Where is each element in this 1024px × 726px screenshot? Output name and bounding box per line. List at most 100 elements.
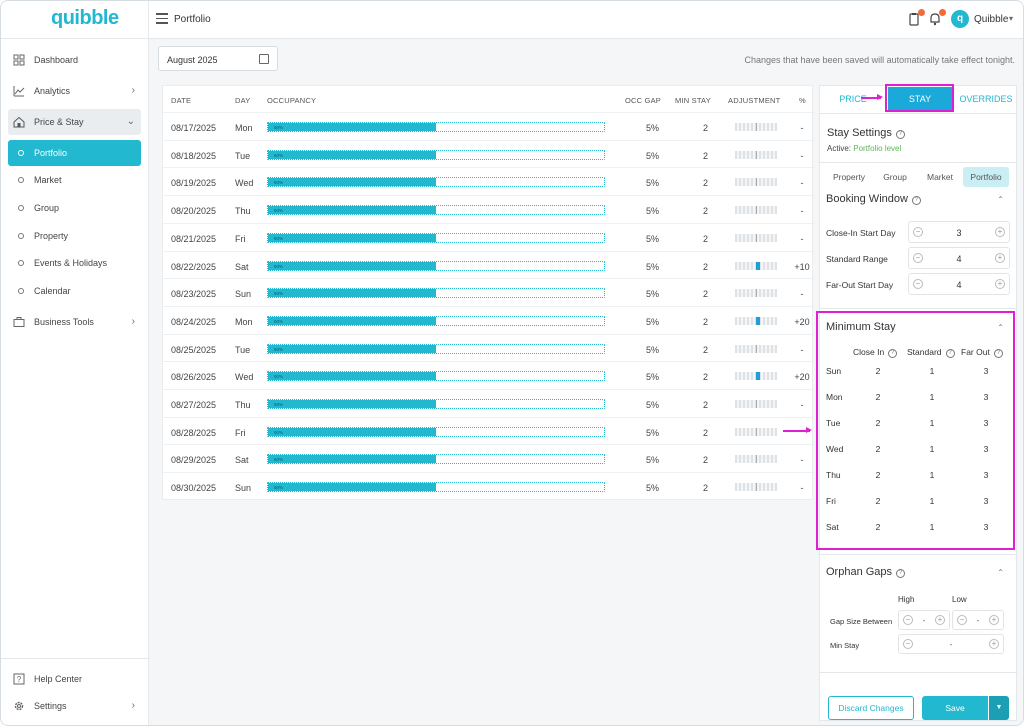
- chevron-down-icon[interactable]: ▾: [1009, 14, 1014, 23]
- plus-icon[interactable]: +: [989, 639, 999, 649]
- help-icon[interactable]: ?: [895, 130, 905, 139]
- help-icon[interactable]: ?: [896, 569, 906, 578]
- adjustment-slider[interactable]: [735, 427, 777, 436]
- min-stay-value[interactable]: 1: [929, 470, 935, 480]
- sidebar-item-price-stay[interactable]: Price & Stay ⌄: [8, 109, 141, 135]
- min-stay-value[interactable]: 1: [929, 522, 935, 532]
- table-row[interactable]: 08/20/2025 Thu 50% 5% 2 -: [163, 195, 814, 223]
- min-stay-value[interactable]: 3: [983, 418, 989, 428]
- tab-price[interactable]: PRICE: [839, 94, 867, 104]
- stepper-value[interactable]: -: [949, 640, 953, 649]
- table-row[interactable]: 08/23/2025 Sun 50% 5% 2 -: [163, 278, 814, 306]
- table-row[interactable]: 08/27/2025 Thu 50% 5% 2 -: [163, 389, 814, 417]
- sidebar-item-business-tools[interactable]: Business Tools ›: [8, 309, 141, 335]
- minus-icon[interactable]: −: [913, 253, 923, 263]
- gap-size-high-stepper[interactable]: − - +: [898, 610, 950, 630]
- stepper-value[interactable]: 3: [956, 228, 962, 238]
- min-stay-value[interactable]: 2: [875, 522, 881, 532]
- table-row[interactable]: 08/24/2025 Mon 50% 5% 2 +20: [163, 305, 814, 334]
- help-icon[interactable]: ?: [911, 196, 921, 205]
- min-stay-value[interactable]: 2: [875, 470, 881, 480]
- stepper-value[interactable]: -: [976, 616, 980, 625]
- standard-range-stepper[interactable]: − 4 +: [908, 247, 1010, 269]
- min-stay-value[interactable]: 1: [929, 444, 935, 454]
- adjustment-slider[interactable]: [735, 123, 777, 131]
- min-stay-value[interactable]: 3: [983, 496, 989, 506]
- slider-handle[interactable]: [756, 316, 760, 325]
- minus-icon[interactable]: −: [957, 615, 967, 625]
- min-stay-value[interactable]: 3: [983, 366, 989, 376]
- min-stay-value[interactable]: 2: [875, 418, 881, 428]
- min-stay-value[interactable]: 1: [929, 366, 935, 376]
- sidebar-item-events-holidays[interactable]: Events & Holidays: [8, 250, 141, 276]
- plus-icon[interactable]: +: [995, 279, 1005, 289]
- level-tab-market[interactable]: Market: [927, 172, 953, 182]
- adjustment-slider[interactable]: [735, 289, 777, 298]
- tab-stay[interactable]: STAY: [888, 87, 952, 111]
- min-stay-value[interactable]: 1: [929, 418, 935, 428]
- min-stay-value[interactable]: 2: [875, 444, 881, 454]
- sidebar-item-portfolio[interactable]: Portfolio: [8, 140, 141, 166]
- min-stay-value[interactable]: 3: [983, 444, 989, 454]
- sidebar-item-calendar[interactable]: Calendar: [8, 278, 141, 304]
- close-in-start-day-stepper[interactable]: − 3 +: [908, 221, 1010, 243]
- plus-icon[interactable]: +: [995, 227, 1005, 237]
- slider-handle[interactable]: [756, 372, 760, 381]
- adjustment-slider[interactable]: [735, 150, 777, 159]
- plus-icon[interactable]: +: [935, 615, 945, 625]
- adjustment-slider[interactable]: [735, 233, 777, 242]
- plus-icon[interactable]: +: [995, 253, 1005, 263]
- table-row[interactable]: 08/25/2025 Tue 50% 5% 2 -: [163, 333, 814, 362]
- adjustment-slider[interactable]: [735, 344, 777, 353]
- sidebar-item-help-center[interactable]: ? Help Center: [8, 666, 141, 692]
- minus-icon[interactable]: −: [903, 615, 913, 625]
- adjustment-slider[interactable]: [735, 178, 777, 187]
- stepper-value[interactable]: 4: [956, 280, 962, 290]
- minus-icon[interactable]: −: [903, 639, 913, 649]
- sidebar-item-dashboard[interactable]: Dashboard: [8, 47, 141, 73]
- gap-size-low-stepper[interactable]: − - +: [952, 610, 1004, 630]
- adjustment-slider[interactable]: [735, 372, 777, 381]
- sidebar-item-group[interactable]: Group: [8, 195, 141, 221]
- sidebar-item-analytics[interactable]: Analytics ›: [8, 78, 141, 104]
- discard-changes-button[interactable]: Discard Changes: [828, 696, 914, 720]
- user-menu[interactable]: Quibble: [974, 14, 1009, 25]
- stepper-value[interactable]: 4: [956, 254, 962, 264]
- adjustment-slider[interactable]: [735, 316, 777, 325]
- table-row[interactable]: 08/29/2025 Sat 50% 5% 2 -: [163, 444, 814, 472]
- level-tab-property[interactable]: Property: [832, 172, 866, 182]
- table-row[interactable]: 08/21/2025 Fri 50% 5% 2 -: [163, 222, 814, 251]
- sidebar-item-settings[interactable]: Settings ›: [8, 693, 141, 719]
- minus-icon[interactable]: −: [913, 279, 923, 289]
- far-out-start-day-stepper[interactable]: − 4 +: [908, 273, 1010, 295]
- clipboard-icon[interactable]: [907, 9, 925, 26]
- table-row[interactable]: 08/19/2025 Wed 50% 5% 2 -: [163, 167, 814, 195]
- help-icon[interactable]: ?: [945, 349, 955, 358]
- min-stay-value[interactable]: 1: [929, 496, 935, 506]
- tab-overrides[interactable]: OVERRIDES: [959, 94, 1013, 104]
- chevron-up-icon[interactable]: ⌃: [997, 323, 1004, 332]
- stepper-value[interactable]: -: [922, 616, 926, 625]
- table-row[interactable]: 08/18/2025 Tue 50% 5% 2 -: [163, 139, 814, 168]
- menu-collapse-icon[interactable]: [156, 13, 168, 25]
- level-tab-portfolio[interactable]: Portfolio: [963, 167, 1009, 187]
- table-row[interactable]: 08/28/2025 Fri 50% 5% 2: [163, 416, 814, 445]
- table-row[interactable]: 08/26/2025 Wed 50% 5% 2 +20: [163, 361, 814, 389]
- min-stay-value[interactable]: 2: [875, 366, 881, 376]
- quibble-logo[interactable]: quibble: [51, 7, 119, 29]
- chevron-up-icon[interactable]: ⌃: [997, 195, 1004, 204]
- adjustment-slider[interactable]: [735, 206, 777, 215]
- min-stay-value[interactable]: 1: [929, 392, 935, 402]
- minus-icon[interactable]: −: [913, 227, 923, 237]
- avatar[interactable]: q: [951, 10, 969, 28]
- slider-handle[interactable]: [756, 261, 760, 270]
- adjustment-slider[interactable]: [735, 261, 777, 270]
- min-stay-value[interactable]: 2: [875, 496, 881, 506]
- plus-icon[interactable]: +: [989, 615, 999, 625]
- help-icon[interactable]: ?: [993, 349, 1003, 358]
- adjustment-slider[interactable]: [735, 483, 777, 492]
- sidebar-item-market[interactable]: Market: [8, 167, 141, 193]
- adjustment-slider[interactable]: [735, 400, 777, 408]
- table-row[interactable]: 08/30/2025 Sun 50% 5% 2 -: [163, 472, 814, 500]
- table-row[interactable]: 08/17/2025 Mon 50% 5% 2 -: [163, 112, 814, 140]
